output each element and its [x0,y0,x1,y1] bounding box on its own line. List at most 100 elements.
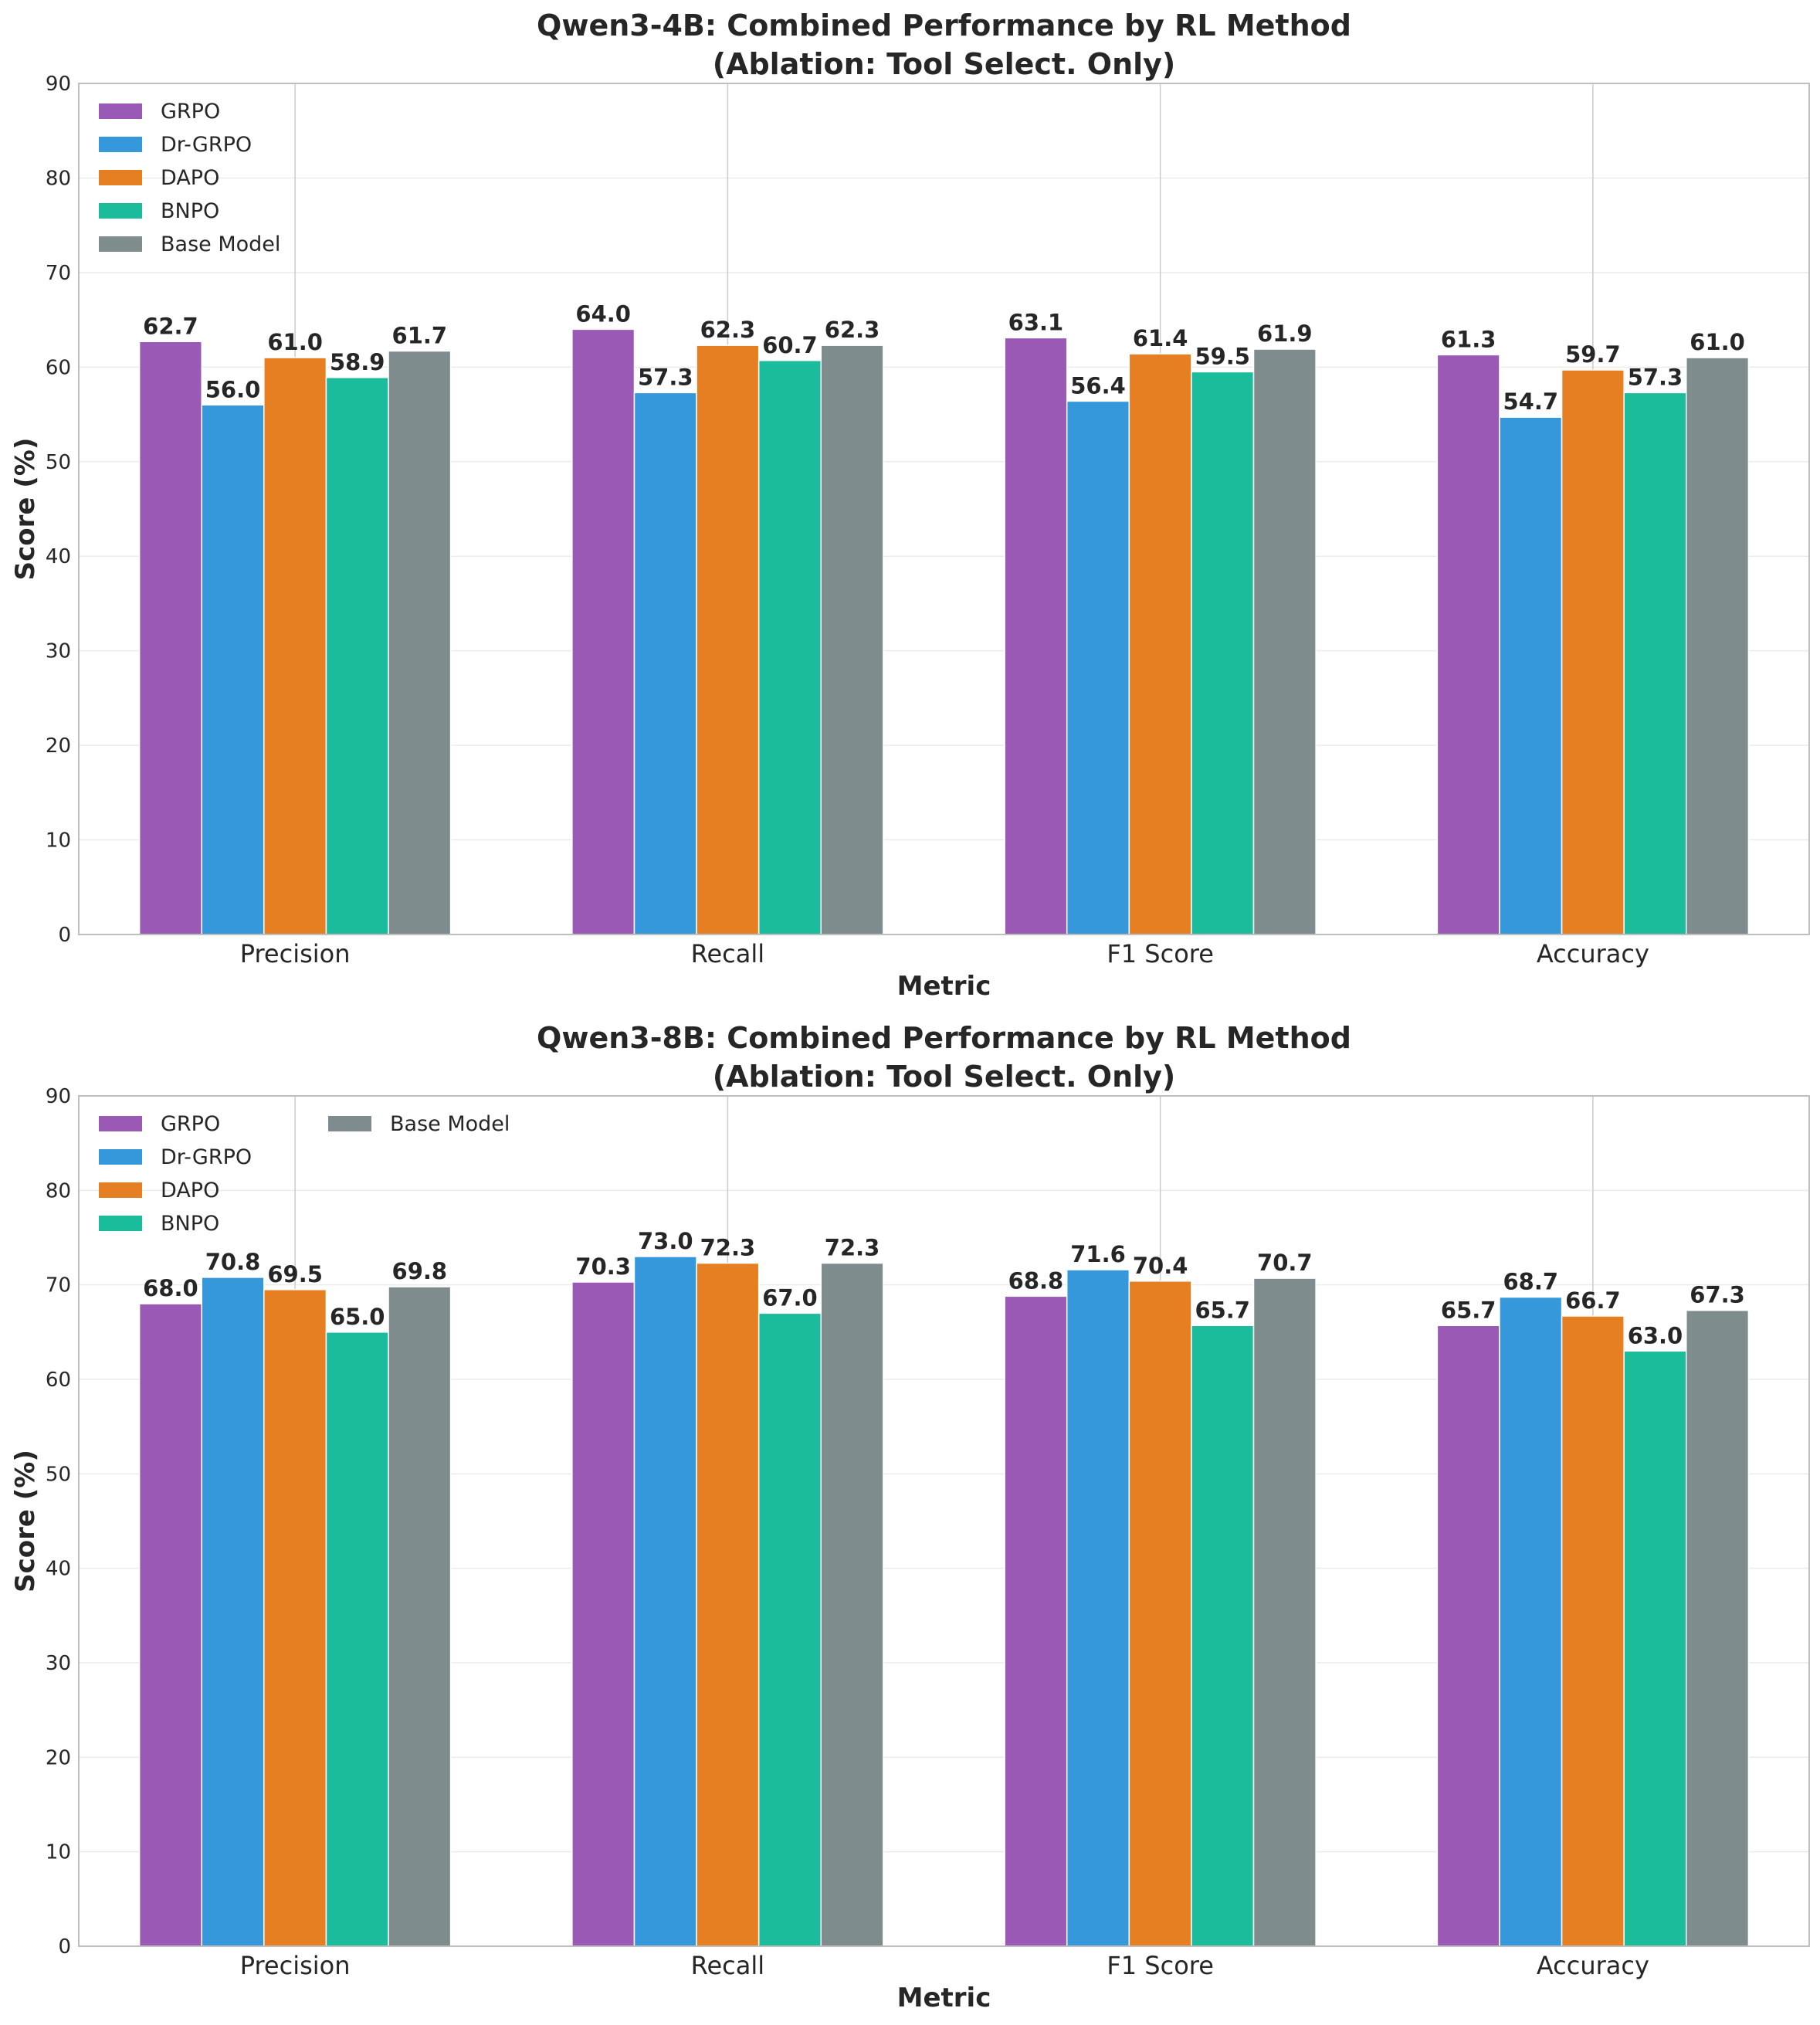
data-label: 56.4 [1070,372,1126,399]
bar-bnpo-precision [325,377,389,935]
data-label: 63.1 [1008,309,1064,335]
bar-dr-grpo-recall [633,1256,697,1947]
data-label: 62.3 [700,317,756,343]
bar-dapo-precision [263,357,327,935]
chart-subtitle: (Ablation: Tool Select. Only) [713,1060,1176,1094]
legend-entry: Dr-GRPO [161,1145,252,1169]
legend-entry: Base Model [390,1112,510,1136]
bar-bnpo-recall [757,1312,822,1947]
bar-bnpo-f1-score [1191,1325,1255,1947]
data-label: 70.3 [575,1253,631,1280]
x-tick-label: Recall [691,939,764,968]
bar-grpo-precision [138,1303,202,1947]
y-tick-label: 40 [46,1558,71,1581]
legend-entry: DAPO [161,1179,219,1202]
bar-grpo-recall [571,1281,635,1947]
chart-panel-1: 0 10 20 30 40 50 60 70 80 90 62.7 64.0 63.1 61.3 56.0 5… [10,8,1810,1002]
bar-base-model-precision [388,350,452,935]
bar-dapo-f1-score [1128,353,1192,935]
y-tick-label: 10 [46,829,71,853]
data-label: 57.3 [638,364,693,390]
data-label: 60.7 [762,332,818,358]
y-tick-label: 30 [46,640,71,663]
legend-swatch [99,236,142,252]
bar-base-model-precision [388,1286,452,1947]
y-tick-label: 80 [46,1179,71,1202]
legend-swatch [99,1182,142,1198]
y-tick-label: 50 [46,1463,71,1486]
x-tick-label: F1 Score [1107,1951,1214,1980]
data-label: 69.8 [392,1258,448,1284]
data-label: 64.0 [575,300,631,327]
data-label: 68.8 [1008,1267,1064,1294]
bar-dr-grpo-precision [201,404,265,935]
y-tick-label: 90 [46,1085,71,1108]
legend-entry: GRPO [161,100,220,124]
x-tick-label: Recall [691,1951,764,1980]
data-label: 68.7 [1503,1269,1558,1295]
y-tick-label: 20 [46,1746,71,1769]
x-tick-label: Accuracy [1537,1951,1649,1980]
data-label: 61.9 [1257,321,1313,347]
y-axis-label: Score (%) [10,438,41,581]
y-tick-label: 80 [46,167,71,190]
data-label: 71.6 [1070,1241,1126,1267]
legend-swatch [99,1116,142,1131]
data-label: 65.7 [1441,1297,1496,1323]
legend-swatch [99,137,142,152]
x-axis-label: Metric [897,1983,991,2013]
bar-dapo-recall [696,344,760,935]
x-tick-label: Precision [240,1951,351,1980]
data-label: 72.3 [825,1235,880,1261]
bar-grpo-f1-score [1004,337,1068,935]
bar-dapo-accuracy [1561,1315,1625,1947]
data-label: 54.7 [1503,388,1558,415]
legend-swatch [328,1116,371,1131]
bar-bnpo-f1-score [1191,371,1255,935]
bar-dapo-f1-score [1128,1280,1192,1947]
y-tick-label: 90 [46,73,71,96]
bar-dr-grpo-precision [201,1277,265,1947]
bar-bnpo-recall [757,360,822,935]
data-label: 70.7 [1257,1250,1313,1276]
chart-subtitle: (Ablation: Tool Select. Only) [713,47,1176,81]
legend-entry: DAPO [161,166,219,190]
data-label: 65.7 [1195,1297,1250,1323]
bar-base-model-f1-score [1252,348,1317,935]
data-label: 62.7 [143,313,198,339]
data-label: 59.7 [1565,341,1621,368]
legend-swatch [99,203,142,219]
data-label: 65.0 [330,1304,385,1330]
data-label: 72.3 [700,1235,756,1261]
y-tick-label: 70 [46,1274,71,1297]
legend-entry: Dr-GRPO [161,133,252,157]
legend-swatch [99,1216,142,1231]
y-tick-label: 70 [46,262,71,285]
y-tick-label: 60 [46,1369,71,1392]
x-tick-label: F1 Score [1107,939,1214,968]
y-tick-label: 20 [46,734,71,758]
legend-swatch [99,170,142,185]
bar-bnpo-precision [325,1331,389,1947]
legend-entry: GRPO [161,1112,220,1136]
data-label: 63.0 [1628,1322,1683,1348]
bar-dr-grpo-f1-score [1066,1269,1130,1947]
data-label: 57.3 [1628,364,1683,390]
bar-grpo-f1-score [1004,1295,1068,1947]
legend-swatch [99,1149,142,1165]
data-label: 67.0 [762,1284,818,1311]
data-label: 66.7 [1565,1287,1621,1314]
plot-frame [78,1095,1810,1947]
bar-dr-grpo-f1-score [1066,400,1130,935]
bar-bnpo-accuracy [1623,392,1687,935]
chart-panel-2: 0 10 20 30 40 50 60 70 80 90 68.0 70.3 68.8 65.7 70.8 7… [10,1021,1810,2013]
bar-base-model-recall [820,344,884,935]
y-tick-label: 30 [46,1652,71,1675]
bar-dr-grpo-accuracy [1499,416,1563,935]
legend-entry: BNPO [161,199,219,223]
legend-swatch [99,103,142,119]
x-tick-label: Accuracy [1537,939,1649,968]
data-label: 61.3 [1441,326,1496,352]
data-label: 70.8 [205,1249,261,1275]
